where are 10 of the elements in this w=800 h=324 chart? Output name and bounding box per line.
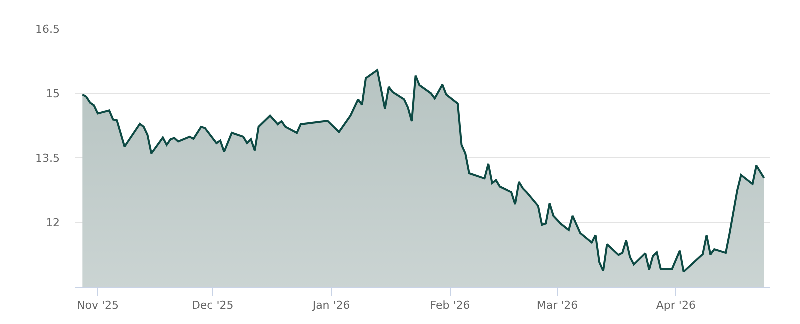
y-tick-label: 12 — [46, 216, 60, 230]
y-tick-label: 13.5 — [36, 152, 60, 165]
x-tick-label: Mar '26 — [536, 299, 578, 312]
x-tick-label: Jan '26 — [312, 299, 350, 312]
x-tick-label: Dec '25 — [192, 299, 234, 312]
x-tick-label: Nov '25 — [76, 299, 119, 312]
x-tick-label: Feb '26 — [430, 299, 470, 312]
x-tick-label: Apr '26 — [656, 299, 696, 312]
y-tick-label: 15 — [46, 87, 60, 100]
y-tick-label: 16.5 — [36, 22, 60, 36]
